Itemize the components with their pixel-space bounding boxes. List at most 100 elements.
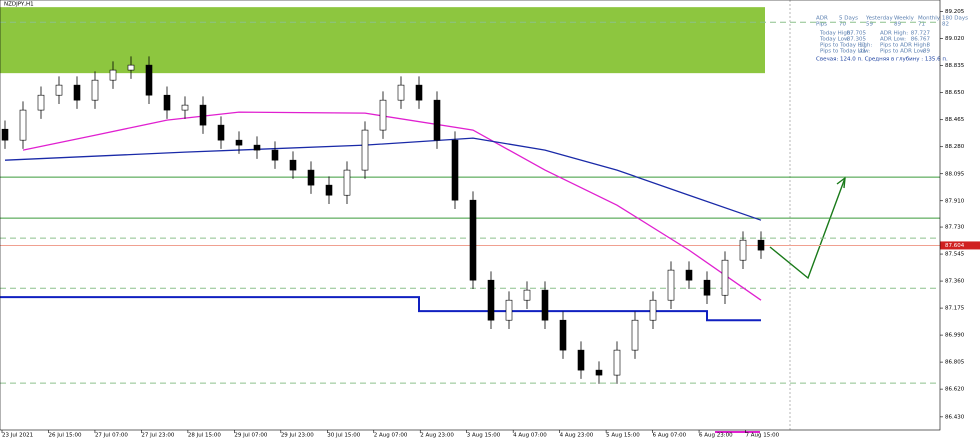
x-tick-label: 27 Jul 23:00 (141, 433, 174, 439)
y-tick-label: 86.805 (945, 360, 965, 366)
forecast-arrow (769, 177, 846, 280)
candle-body (361, 129, 369, 171)
candle-body (739, 239, 747, 261)
x-tick-label: 6 Aug 07:00 (653, 433, 687, 439)
candle-body (271, 149, 279, 161)
y-tick-label: 87.175 (945, 306, 965, 312)
candle-body (19, 109, 27, 141)
candle-body (397, 84, 405, 101)
adr-cell: 87.305 (847, 37, 867, 43)
x-tick-label: 23 Jul 2021 (2, 433, 33, 439)
adr-header: Yesterday (865, 16, 893, 22)
candle-body (37, 94, 45, 111)
chart-title: NZDJPY,H1 (4, 2, 34, 8)
y-tick-label: 87.910 (945, 198, 965, 204)
adr-cell: 8 (927, 43, 931, 49)
adr-header: 5 Days (839, 16, 858, 22)
candle-body (631, 319, 639, 351)
candle-body (145, 64, 153, 96)
y-tick-label: 87.730 (945, 225, 965, 231)
candle-body (595, 369, 603, 376)
y-tick-label: 88.465 (945, 117, 965, 123)
x-tick-label: 26 Jul 15:00 (48, 433, 81, 439)
candle-body (487, 279, 495, 321)
x-tick-label: 6 Aug 23:00 (699, 433, 733, 439)
x-tick-label: 5 Aug 15:00 (606, 433, 640, 439)
y-tick-label: 86.620 (945, 387, 965, 393)
x-tick-label: 28 Jul 15:00 (188, 433, 221, 439)
y-tick-label: 89.205 (945, 9, 965, 15)
candle-body (667, 269, 675, 301)
y-tick-label: 88.095 (945, 171, 965, 177)
candle-body (685, 269, 693, 281)
candle-body (469, 199, 477, 281)
adr-cell: Pips to ADR Low: (880, 49, 926, 55)
candle-body (1, 128, 9, 141)
indicator-line (4, 137, 762, 221)
adr-pips: 71 (918, 22, 925, 28)
price-tag (940, 241, 980, 250)
candle-body (721, 259, 729, 296)
plot-frame (0, 0, 941, 431)
adr-cell: Today High: (819, 31, 852, 37)
candle-body (577, 349, 585, 371)
y-tick-label: 86.990 (945, 333, 965, 339)
adr-header: ADR (816, 16, 828, 22)
x-tick-label: 4 Aug 23:00 (560, 433, 594, 439)
arrow-head (836, 176, 846, 189)
adr-cell: Pips to ADR High: (880, 43, 928, 49)
candle-body (433, 99, 441, 141)
candle-body (343, 169, 351, 196)
adr-pips: 59 (866, 22, 873, 28)
candle-body (523, 289, 531, 301)
candle-body (505, 299, 513, 321)
x-tick-label: 2 Aug 23:00 (420, 433, 454, 439)
y-tick-label: 86.430 (945, 414, 965, 420)
x-tick-label: 29 Jul 23:00 (281, 433, 314, 439)
y-tick-label: 88.835 (945, 63, 965, 69)
candle-body (613, 349, 621, 376)
adr-panel: ADR 5 Days Yesterday Weekly Monthly 180 Days P… (816, 16, 968, 63)
candle-body (217, 124, 225, 141)
price-tag-label: 87.604 (945, 243, 965, 249)
x-tick-label: 4 Aug 07:00 (513, 433, 547, 439)
candle-body (649, 299, 657, 321)
candle-body (55, 84, 63, 96)
adr-cell: Pips to Today High: (820, 43, 872, 49)
y-tick-label: 87.545 (945, 252, 965, 258)
candle-body (253, 144, 261, 151)
x-tick-label: 30 Jul 15:00 (327, 433, 360, 439)
candle-body (415, 84, 423, 101)
y-tick-label: 89.020 (945, 36, 965, 42)
adr-cell: 87.705 (847, 31, 867, 37)
adr-cell: ADR Low: (880, 37, 906, 43)
x-tick-label: 27 Jul 07:00 (95, 433, 128, 439)
candle-body (379, 99, 387, 131)
candle-body (163, 94, 171, 111)
x-tick-label: 29 Jul 07:00 (234, 433, 267, 439)
y-tick-label: 87.360 (945, 279, 965, 285)
x-tick-label: 7 Aug 15:00 (746, 433, 780, 439)
adr-header: 180 Days (942, 16, 968, 22)
candle-body (199, 104, 207, 126)
indicator-line (0, 296, 761, 322)
candle-body (325, 184, 333, 196)
adr-pips: 89 (894, 22, 901, 28)
adr-cell: 11 (859, 43, 866, 49)
x-tick-label: 2 Aug 07:00 (374, 433, 408, 439)
adr-cell: 86.767 (911, 37, 931, 43)
candle-body (703, 279, 711, 296)
supply-zone (0, 7, 765, 74)
adr-pips: Pips (816, 22, 827, 28)
adr-footer: Свечая: 124.0 п. Средняя в глубину : 135… (816, 57, 948, 63)
candle-body (91, 79, 99, 101)
candle-body (289, 159, 297, 171)
adr-pips: 70 (839, 22, 846, 28)
y-tick-label: 88.280 (945, 144, 965, 150)
adr-cell: 89 (923, 49, 930, 55)
candle-body (127, 64, 135, 71)
adr-header: Monthly (918, 16, 941, 22)
adr-pips: 82 (942, 22, 949, 28)
candle-body (541, 289, 549, 321)
